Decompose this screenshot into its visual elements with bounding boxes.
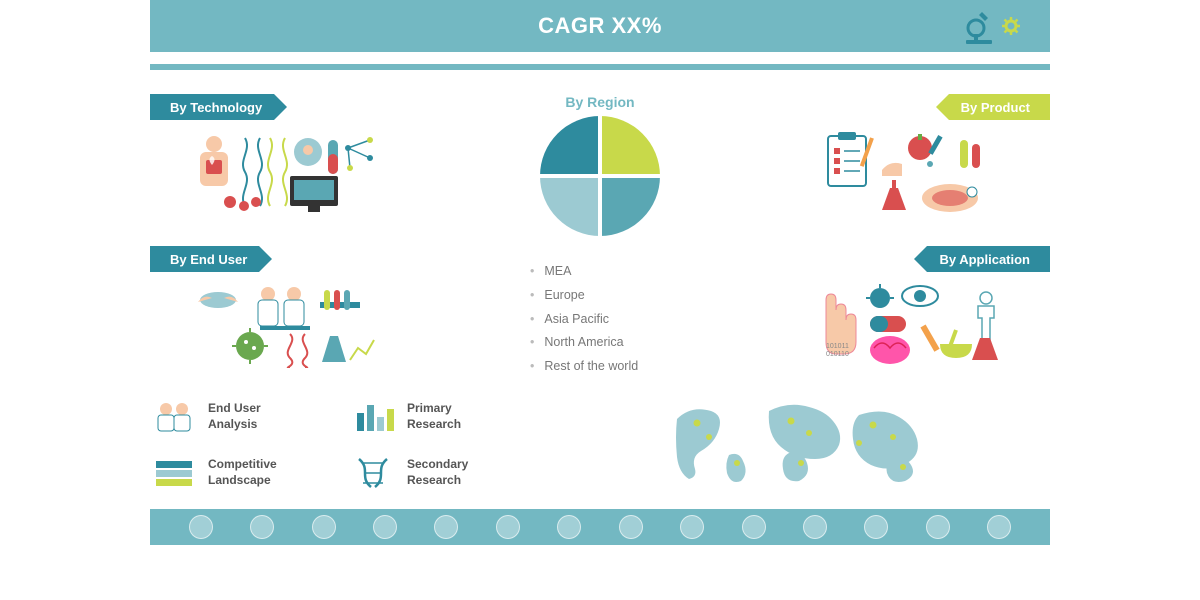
bar-chart-icon [349,397,397,437]
region-item: Asia Pacific [530,308,730,332]
label-application: By Application [927,246,1050,272]
item-primary: PrimaryResearch [349,397,534,437]
bars-stack-icon [150,453,198,493]
segment-technology: By Technology [150,94,420,236]
strip-icon [250,515,274,539]
strip-icon [680,515,704,539]
strip-icon [557,515,581,539]
region-list: MEA Europe Asia Pacific North America Re… [530,260,730,379]
header-icon-group [962,6,1020,46]
label-region: By Region [470,94,730,110]
strip-icon [926,515,950,539]
text-secondary: SecondaryResearch [407,457,468,488]
region-item: North America [530,331,730,355]
research-row: End UserAnalysis CompetitiveLandscape Pr… [150,397,1050,493]
item-competitive: CompetitiveLandscape [150,453,335,493]
text-primary: PrimaryResearch [407,401,461,432]
strip-icon [373,515,397,539]
illust-technology [150,128,420,218]
region-item: Rest of the world [530,355,730,379]
segment-product: By Product [780,94,1050,236]
svg-text:101011: 101011 [826,343,849,350]
strip-icon [496,515,520,539]
segment-region: By Region [470,94,730,236]
item-enduser-analysis: End UserAnalysis [150,397,335,437]
strip-icon [619,515,643,539]
text-competitive: CompetitiveLandscape [208,457,277,488]
text-enduser-analysis: End UserAnalysis [208,401,261,432]
header-banner: CAGR XX% [150,0,1050,52]
people-icon [150,397,198,437]
segment-enduser: By End User [150,246,420,379]
icon-strip [150,509,1050,545]
label-technology: By Technology [150,94,274,120]
region-list-col: MEA Europe Asia Pacific North America Re… [470,246,730,379]
label-enduser: By End User [150,246,259,272]
region-item: MEA [530,260,730,284]
strip-icon [434,515,458,539]
illust-application: 101011 010110 [780,280,1050,370]
item-secondary: SecondaryResearch [349,453,534,493]
illust-product [780,128,1050,218]
dna-icon [349,453,397,493]
segment-row-1: By Technology [150,94,1050,236]
illust-enduser [150,280,420,370]
divider-bar [150,64,1050,70]
svg-text:010110: 010110 [826,351,849,358]
pie-chart [540,116,660,236]
strip-icon [312,515,336,539]
strip-icon [803,515,827,539]
strip-icon [987,515,1011,539]
region-item: Europe [530,284,730,308]
strip-icon [742,515,766,539]
strip-icon [189,515,213,539]
segment-application: By Application 101011 010 [780,246,1050,379]
microscope-icon [962,6,996,46]
gear-icon [1002,17,1020,35]
label-product: By Product [949,94,1050,120]
strip-icon [864,515,888,539]
header-title: CAGR XX% [538,13,662,39]
segment-row-2: By End User [150,246,1050,379]
world-map [548,397,1050,487]
